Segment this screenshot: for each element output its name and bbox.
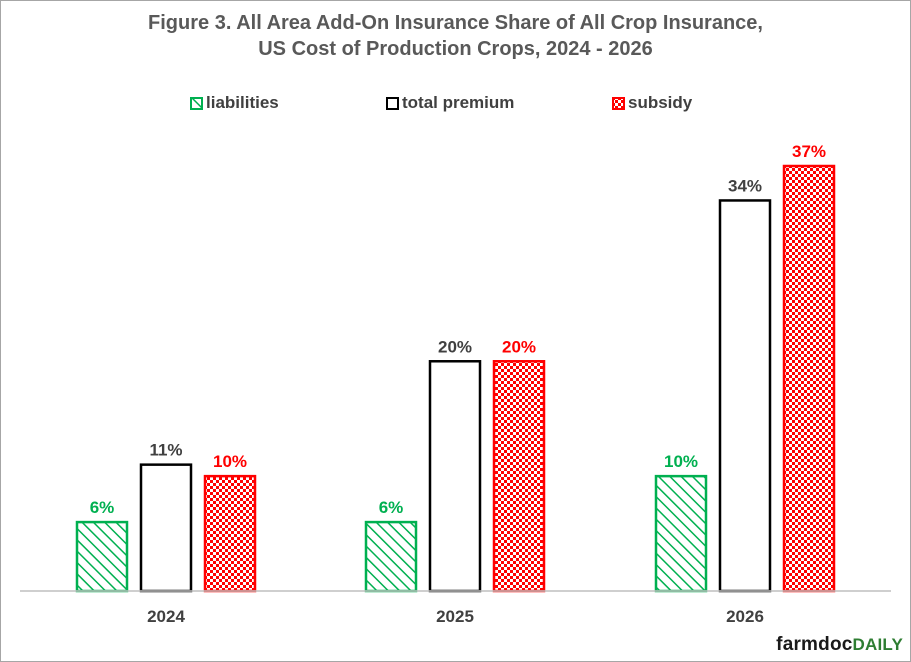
chart-legend: liabilities total premium subsidy: [0, 93, 911, 117]
brand-daily: DAILY: [852, 635, 903, 654]
legend-item-subsidy: subsidy: [612, 93, 692, 113]
bar-liabilities-2025: [364, 520, 418, 593]
category-label-2026: 2026: [726, 607, 764, 626]
bar-total-premium-2024: [139, 463, 193, 593]
legend-label-total-premium: total premium: [402, 93, 515, 112]
legend-label-liabilities: liabilities: [206, 93, 279, 112]
legend-swatch-subsidy: [612, 96, 625, 110]
bar-label-liabilities-2025: 6%: [379, 498, 404, 517]
bar-label-liabilities-2024: 6%: [90, 498, 115, 517]
category-labels: 2024 2025 2026: [147, 607, 764, 626]
bar-label-subsidy-2026: 37%: [792, 142, 826, 161]
chart-title: Figure 3. All Area Add-On Insurance Shar…: [0, 10, 911, 62]
legend-swatch-total-premium: [386, 96, 399, 110]
legend-swatch-liabilities: [190, 96, 203, 110]
category-label-2024: 2024: [147, 607, 185, 626]
bar-label-liabilities-2026: 10%: [664, 452, 698, 471]
chart-title-line2: US Cost of Production Crops, 2024 - 2026: [258, 38, 653, 60]
bar-subsidy-2026: [782, 164, 836, 593]
bar-label-total-premium-2026: 34%: [728, 176, 762, 195]
legend-label-subsidy: subsidy: [628, 93, 693, 112]
bars-group: 6% 11% 10% 6% 20% 20% 10% 34% 37%: [75, 142, 836, 593]
bar-subsidy-2025: [492, 360, 546, 593]
category-label-2025: 2025: [436, 607, 474, 626]
legend-item-liabilities: liabilities: [190, 93, 279, 113]
brand-logo: farmdocDAILY: [776, 634, 903, 656]
bar-subsidy-2024: [203, 474, 257, 593]
bar-label-total-premium-2025: 20%: [438, 337, 472, 356]
bar-total-premium-2025: [428, 360, 482, 593]
bar-total-premium-2026: [718, 199, 772, 593]
chart-title-line1: Figure 3. All Area Add-On Insurance Shar…: [148, 12, 763, 34]
legend-item-total-premium: total premium: [386, 93, 514, 113]
bar-label-subsidy-2025: 20%: [502, 337, 536, 356]
bar-label-subsidy-2024: 10%: [213, 452, 247, 471]
bar-liabilities-2026: [654, 474, 708, 593]
bar-liabilities-2024: [75, 520, 129, 593]
brand-farmdoc: farmdoc: [776, 634, 853, 655]
bar-label-total-premium-2024: 11%: [149, 441, 182, 460]
